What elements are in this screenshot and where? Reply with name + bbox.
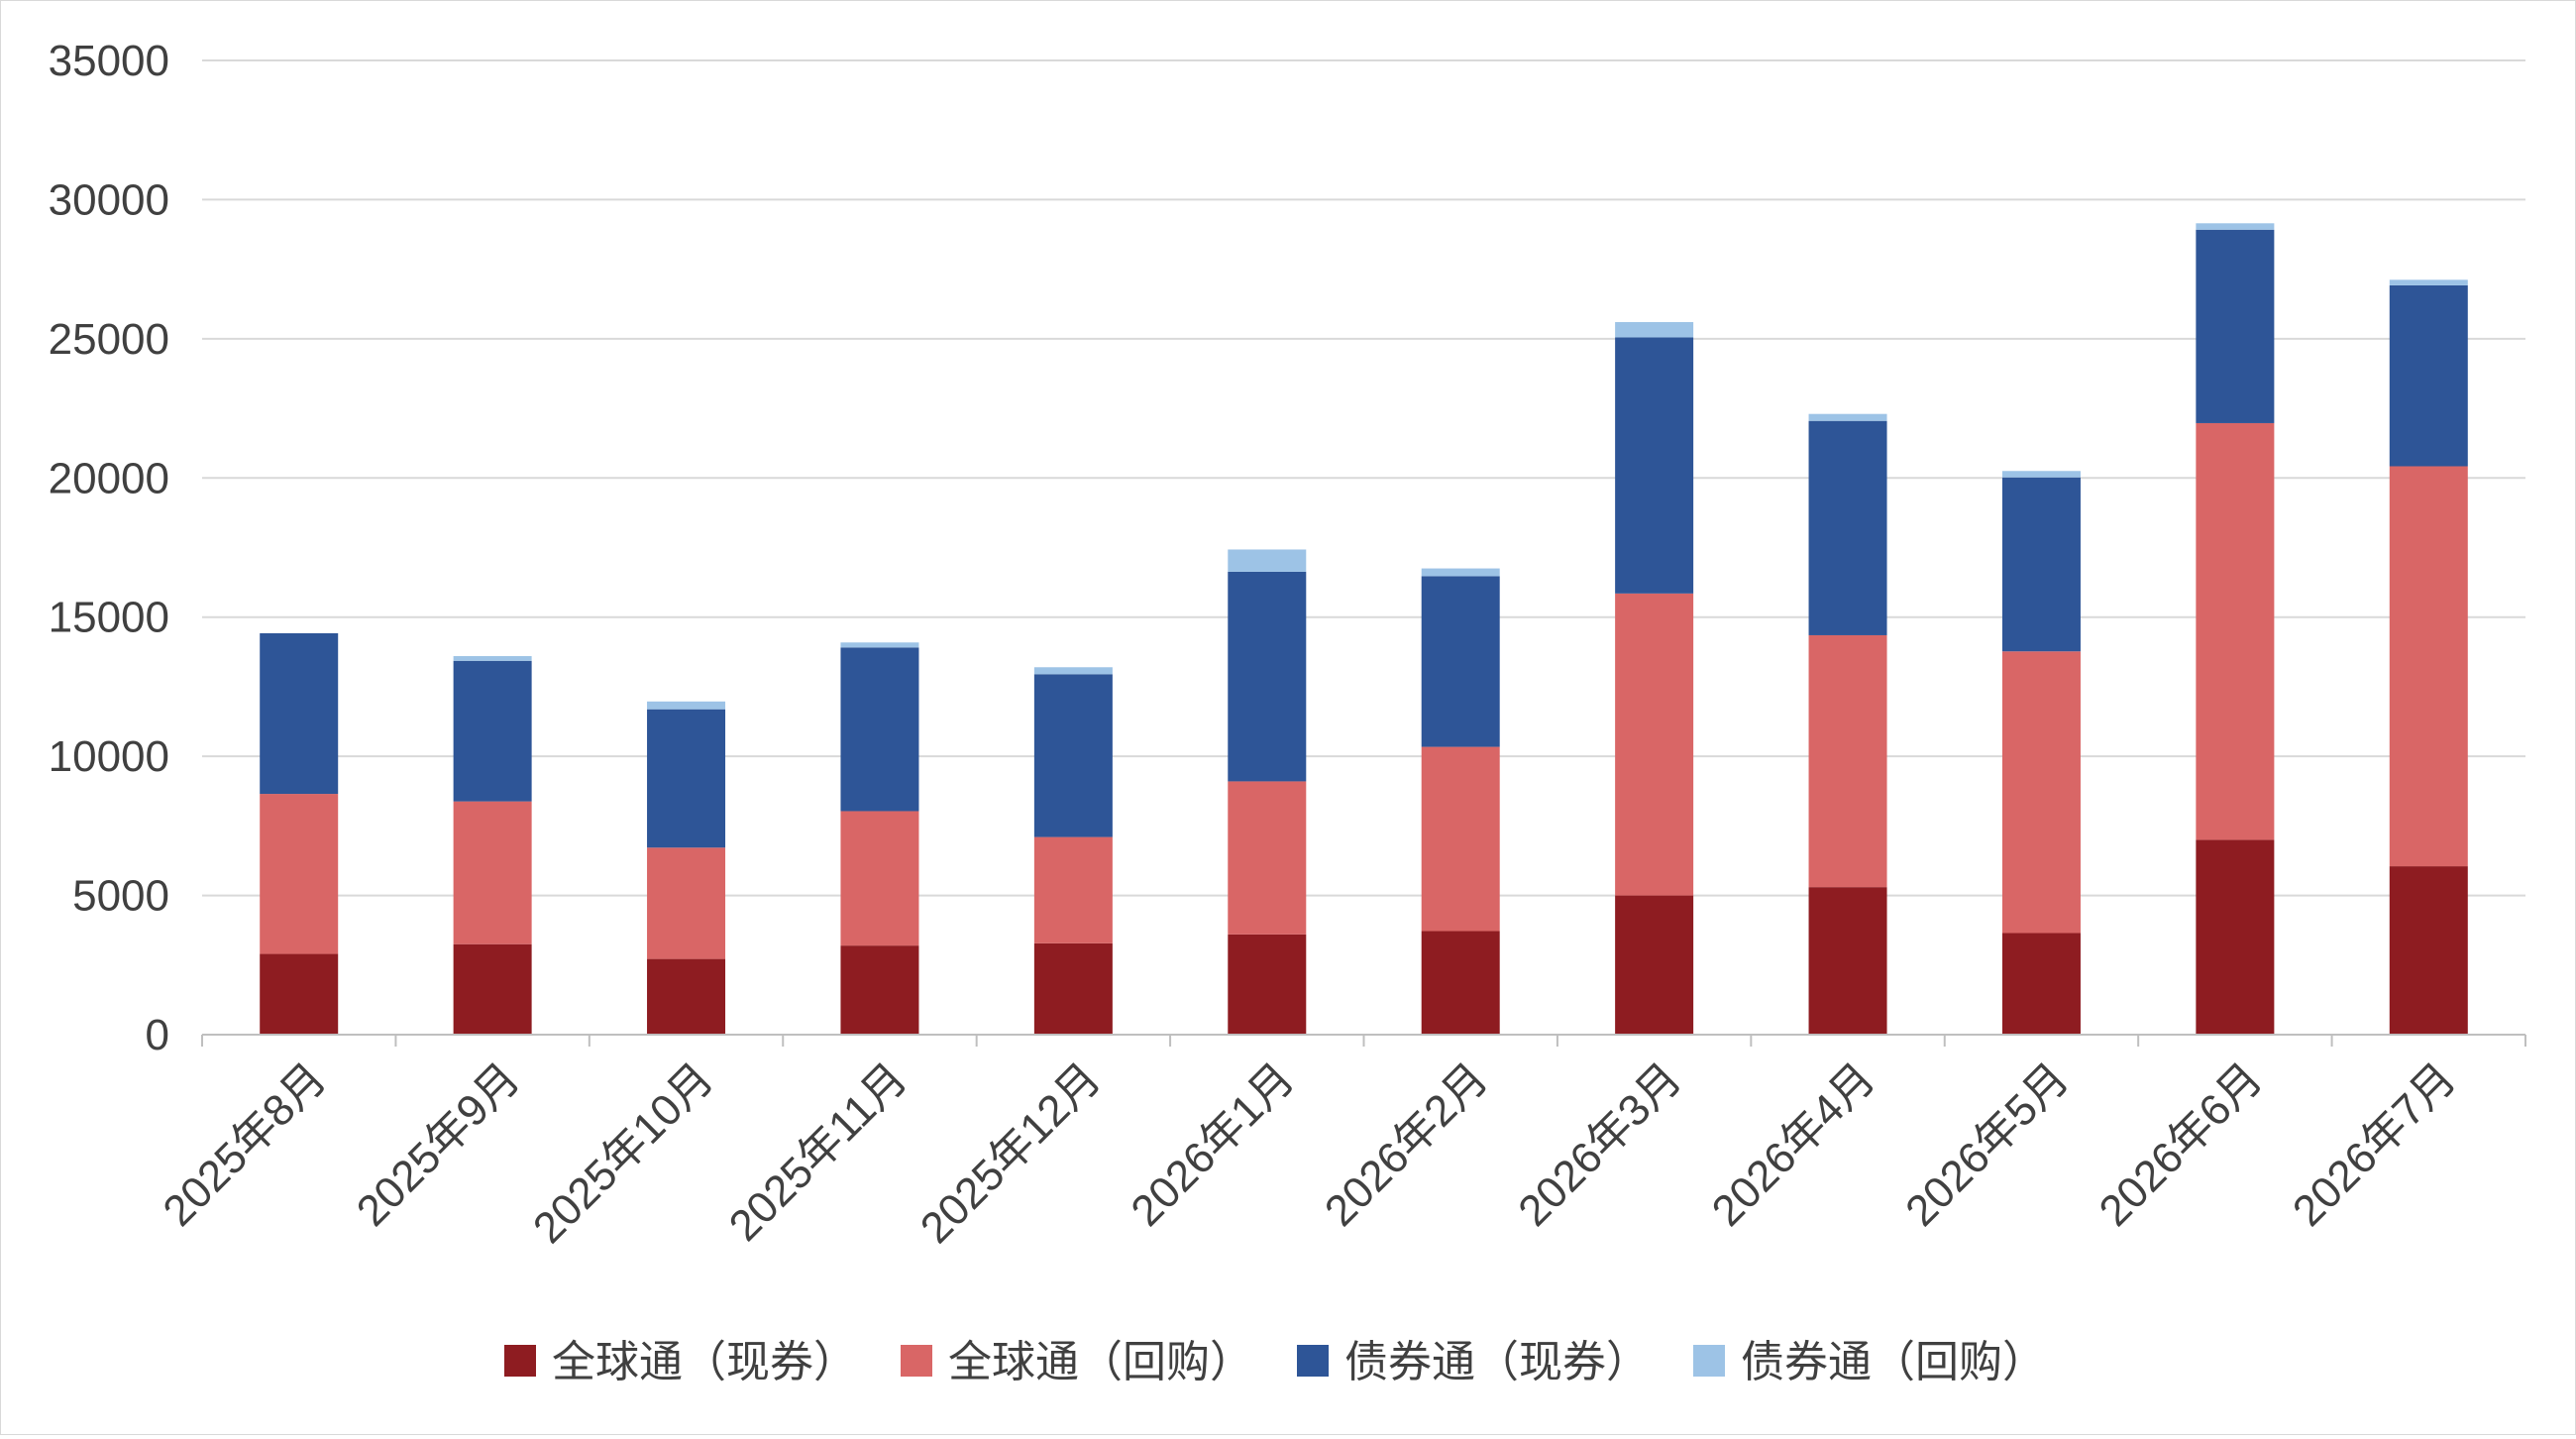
bar-segment <box>1228 571 1307 782</box>
bar-segment <box>1228 549 1307 572</box>
legend-label: 债券通（现券） <box>1344 1338 1650 1386</box>
bar-segment <box>1421 576 1500 747</box>
bar-segment <box>840 642 919 648</box>
bar-segment <box>1615 337 1694 594</box>
bar-segment <box>1421 746 1500 932</box>
bar-segment <box>840 811 919 946</box>
legend: 全球通（现券） 全球通（回购） 债券通（现券） 债券通（回购） <box>504 1338 2046 1386</box>
bar-segment <box>2196 422 2275 840</box>
bar-segment <box>2196 839 2275 1035</box>
bar-segment <box>1228 781 1307 935</box>
x-tick-label: 2026年5月 <box>1896 1053 2078 1235</box>
legend-label: 债券通（回购） <box>1741 1338 2046 1386</box>
x-tick-label: 2025年10月 <box>524 1053 723 1253</box>
legend-swatch <box>1693 1345 1725 1377</box>
legend-label: 全球通（现券） <box>552 1338 857 1386</box>
bar-segment <box>2196 229 2275 423</box>
x-tick-label: 2025年12月 <box>912 1053 1111 1253</box>
bar-segment <box>1033 942 1113 1035</box>
bar-segment <box>453 660 532 802</box>
y-tick-label: 10000 <box>49 732 169 781</box>
bar-segment <box>260 633 339 795</box>
bar-segment <box>1421 931 1500 1035</box>
bar-segment <box>1033 667 1113 675</box>
bar-segment <box>1808 413 1887 421</box>
bar-segment <box>2001 477 2081 652</box>
y-tick-label: 15000 <box>49 594 169 642</box>
x-tick-label: 2026年4月 <box>1703 1053 1884 1235</box>
bar-segment <box>647 847 726 959</box>
bar-segment <box>1421 568 1500 577</box>
bar-segment <box>1615 593 1694 896</box>
bar-segment <box>2001 933 2081 1035</box>
x-tick-label: 2025年9月 <box>348 1053 529 1235</box>
bar-segment <box>840 647 919 812</box>
bar-segment <box>2001 651 2081 934</box>
bar-segment <box>2389 284 2468 467</box>
y-tick-label: 0 <box>146 1011 169 1059</box>
y-tick-label: 20000 <box>49 454 169 502</box>
bar-segment <box>260 953 339 1035</box>
bar-segment <box>260 794 339 954</box>
x-axis <box>201 1034 2526 1047</box>
bar-segment <box>2389 866 2468 1035</box>
x-tick-label: 2026年3月 <box>1509 1053 1690 1235</box>
bar-segment <box>1033 836 1113 943</box>
bar-segment <box>453 943 532 1035</box>
bar-segment <box>1808 887 1887 1035</box>
bar-segment <box>1615 322 1694 338</box>
bar-segment <box>453 801 532 944</box>
legend-label: 全球通（回购） <box>948 1338 1253 1386</box>
y-tick-label: 35000 <box>49 37 169 85</box>
bar-segment <box>2389 466 2468 867</box>
bar-segment <box>2001 471 2081 478</box>
x-tick-label: 2026年2月 <box>1316 1053 1497 1235</box>
bar-segment <box>1808 634 1887 888</box>
x-tick-label: 2026年1月 <box>1122 1053 1303 1235</box>
bar-segment <box>1033 674 1113 837</box>
bar-segment <box>1228 934 1307 1035</box>
gridlines <box>202 59 2525 897</box>
legend-swatch <box>1297 1345 1329 1377</box>
bar-segment <box>2389 279 2468 285</box>
bar-segment <box>647 709 726 848</box>
x-tick-label: 2025年8月 <box>154 1053 335 1235</box>
legend-swatch <box>901 1345 932 1377</box>
y-tick-label: 5000 <box>72 872 169 921</box>
x-tick-label: 2026年7月 <box>2284 1053 2465 1235</box>
bar-segment <box>1808 420 1887 635</box>
bar-segment <box>647 701 726 710</box>
bar-segment <box>840 945 919 1035</box>
x-tick-label: 2026年6月 <box>2091 1053 2272 1235</box>
bars <box>260 223 2468 1035</box>
bar-segment <box>2196 223 2275 230</box>
y-axis-tick-labels: 0 5000 10000 15000 20000 25000 30000 35000 <box>49 37 169 1059</box>
y-tick-label: 25000 <box>49 315 169 364</box>
bar-segment <box>1615 895 1694 1035</box>
legend-swatch <box>504 1345 536 1377</box>
y-tick-label: 30000 <box>49 175 169 224</box>
bar-segment <box>647 958 726 1035</box>
x-tick-label: 2025年11月 <box>720 1053 916 1250</box>
bar-segment <box>453 656 532 661</box>
